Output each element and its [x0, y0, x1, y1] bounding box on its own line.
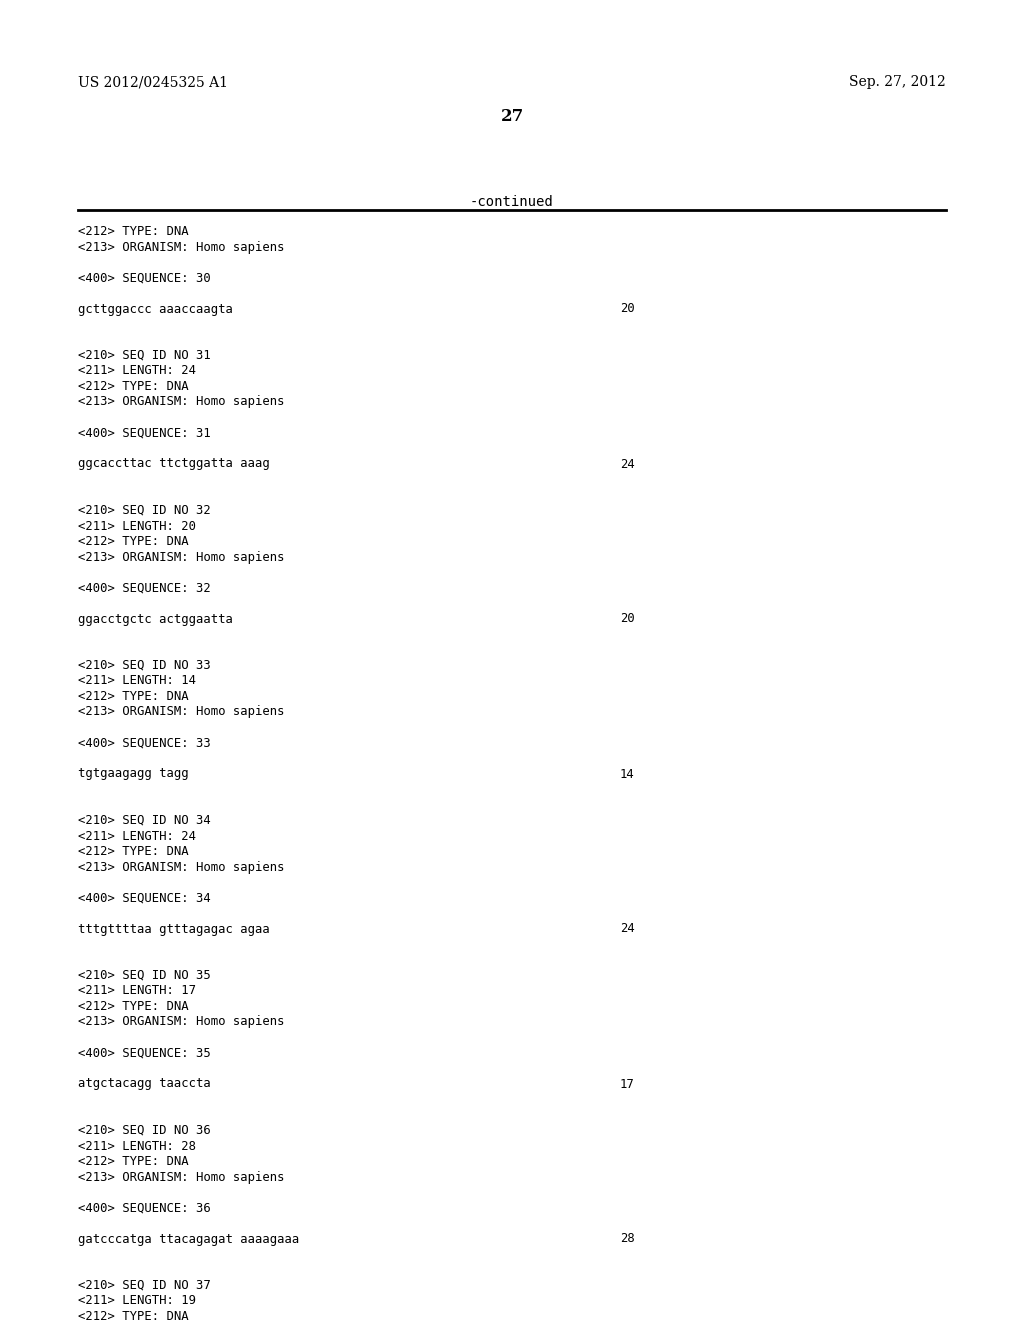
Text: <212> TYPE: DNA: <212> TYPE: DNA: [78, 690, 188, 704]
Text: gcttggaccc aaaccaagta: gcttggaccc aaaccaagta: [78, 302, 232, 315]
Text: tttgttttaa gtttagagac agaa: tttgttttaa gtttagagac agaa: [78, 923, 269, 936]
Text: US 2012/0245325 A1: US 2012/0245325 A1: [78, 75, 228, 88]
Text: <210> SEQ ID NO 34: <210> SEQ ID NO 34: [78, 814, 211, 828]
Text: atgctacagg taaccta: atgctacagg taaccta: [78, 1077, 211, 1090]
Text: <212> TYPE: DNA: <212> TYPE: DNA: [78, 224, 188, 238]
Text: <211> LENGTH: 24: <211> LENGTH: 24: [78, 364, 196, 378]
Text: <212> TYPE: DNA: <212> TYPE: DNA: [78, 380, 188, 393]
Text: <212> TYPE: DNA: <212> TYPE: DNA: [78, 535, 188, 548]
Text: 20: 20: [620, 302, 635, 315]
Text: <400> SEQUENCE: 32: <400> SEQUENCE: 32: [78, 582, 211, 594]
Text: <400> SEQUENCE: 30: <400> SEQUENCE: 30: [78, 272, 211, 285]
Text: <400> SEQUENCE: 36: <400> SEQUENCE: 36: [78, 1201, 211, 1214]
Text: <211> LENGTH: 24: <211> LENGTH: 24: [78, 829, 196, 842]
Text: <400> SEQUENCE: 33: <400> SEQUENCE: 33: [78, 737, 211, 750]
Text: <212> TYPE: DNA: <212> TYPE: DNA: [78, 845, 188, 858]
Text: ggacctgctc actggaatta: ggacctgctc actggaatta: [78, 612, 232, 626]
Text: <212> TYPE: DNA: <212> TYPE: DNA: [78, 1001, 188, 1012]
Text: <210> SEQ ID NO 31: <210> SEQ ID NO 31: [78, 348, 211, 362]
Text: gatcccatga ttacagagat aaaagaaa: gatcccatga ttacagagat aaaagaaa: [78, 1233, 299, 1246]
Text: <400> SEQUENCE: 31: <400> SEQUENCE: 31: [78, 426, 211, 440]
Text: <210> SEQ ID NO 36: <210> SEQ ID NO 36: [78, 1125, 211, 1137]
Text: <213> ORGANISM: Homo sapiens: <213> ORGANISM: Homo sapiens: [78, 705, 285, 718]
Text: ggcaccttac ttctggatta aaag: ggcaccttac ttctggatta aaag: [78, 458, 269, 470]
Text: 20: 20: [620, 612, 635, 626]
Text: tgtgaagagg tagg: tgtgaagagg tagg: [78, 767, 188, 780]
Text: <400> SEQUENCE: 35: <400> SEQUENCE: 35: [78, 1047, 211, 1060]
Text: 24: 24: [620, 458, 635, 470]
Text: <211> LENGTH: 28: <211> LENGTH: 28: [78, 1139, 196, 1152]
Text: <211> LENGTH: 17: <211> LENGTH: 17: [78, 985, 196, 998]
Text: <213> ORGANISM: Homo sapiens: <213> ORGANISM: Homo sapiens: [78, 550, 285, 564]
Text: <213> ORGANISM: Homo sapiens: <213> ORGANISM: Homo sapiens: [78, 240, 285, 253]
Text: <210> SEQ ID NO 32: <210> SEQ ID NO 32: [78, 504, 211, 517]
Text: <210> SEQ ID NO 37: <210> SEQ ID NO 37: [78, 1279, 211, 1292]
Text: <211> LENGTH: 20: <211> LENGTH: 20: [78, 520, 196, 532]
Text: <400> SEQUENCE: 34: <400> SEQUENCE: 34: [78, 891, 211, 904]
Text: 27: 27: [501, 108, 523, 125]
Text: <212> TYPE: DNA: <212> TYPE: DNA: [78, 1309, 188, 1320]
Text: <211> LENGTH: 14: <211> LENGTH: 14: [78, 675, 196, 688]
Text: <211> LENGTH: 19: <211> LENGTH: 19: [78, 1295, 196, 1308]
Text: <212> TYPE: DNA: <212> TYPE: DNA: [78, 1155, 188, 1168]
Text: <210> SEQ ID NO 35: <210> SEQ ID NO 35: [78, 969, 211, 982]
Text: 14: 14: [620, 767, 635, 780]
Text: <213> ORGANISM: Homo sapiens: <213> ORGANISM: Homo sapiens: [78, 1171, 285, 1184]
Text: <210> SEQ ID NO 33: <210> SEQ ID NO 33: [78, 659, 211, 672]
Text: -continued: -continued: [470, 195, 554, 209]
Text: <213> ORGANISM: Homo sapiens: <213> ORGANISM: Homo sapiens: [78, 861, 285, 874]
Text: <213> ORGANISM: Homo sapiens: <213> ORGANISM: Homo sapiens: [78, 1015, 285, 1028]
Text: Sep. 27, 2012: Sep. 27, 2012: [849, 75, 946, 88]
Text: 24: 24: [620, 923, 635, 936]
Text: 17: 17: [620, 1077, 635, 1090]
Text: <213> ORGANISM: Homo sapiens: <213> ORGANISM: Homo sapiens: [78, 396, 285, 408]
Text: 28: 28: [620, 1233, 635, 1246]
